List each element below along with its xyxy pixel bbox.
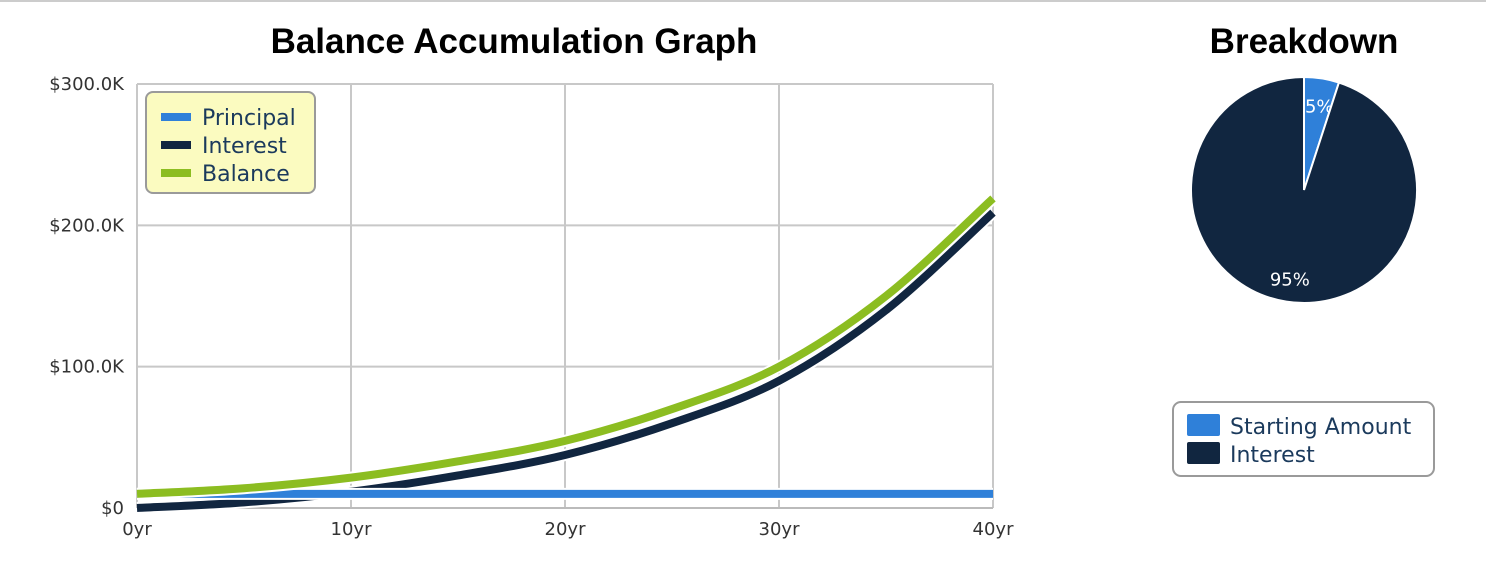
pie-chart-title: Breakdown (1209, 22, 1399, 61)
x-tick-label: 40yr (973, 519, 1015, 540)
pie-chart: 5% 95% (1190, 75, 1418, 304)
y-tick-label: $0 (101, 498, 124, 519)
y-tick-label: $200.0K (49, 215, 125, 236)
series-lines (136, 194, 998, 514)
x-tick-label: 0yr (122, 519, 152, 540)
line-legend[interactable]: Principal Interest Balance (145, 91, 316, 194)
pie-slice-interest[interactable] (1190, 75, 1418, 304)
x-axis-ticks: 0yr 10yr 20yr 30yr 40yr (122, 519, 1014, 540)
x-tick-label: 20yr (545, 519, 587, 540)
pie-label-starting-amount: 5% (1305, 96, 1334, 117)
line-chart-title: Balance Accumulation Graph (270, 22, 758, 61)
pie-legend[interactable]: Starting Amount Interest (1172, 401, 1435, 477)
pie-legend-label-starting-amount[interactable]: Starting Amount (1230, 415, 1412, 440)
y-tick-label: $100.0K (49, 357, 125, 378)
pie-legend-swatch-starting-amount (1187, 414, 1220, 436)
y-axis-ticks: $0 $100.0K $200.0K $300.0K (49, 74, 125, 519)
grid-lines (136, 83, 994, 509)
legend-label-balance[interactable]: Balance (202, 162, 290, 187)
legend-swatch-interest (161, 141, 191, 149)
legend-label-interest[interactable]: Interest (202, 134, 287, 159)
top-divider (0, 0, 1486, 2)
pie-legend-box (1172, 401, 1435, 477)
pie-label-interest: 95% (1270, 269, 1310, 290)
legend-swatch-principal (161, 113, 191, 121)
y-tick-label: $300.0K (49, 74, 125, 95)
legend-label-principal[interactable]: Principal (202, 106, 296, 131)
pie-legend-label-interest[interactable]: Interest (1230, 443, 1315, 468)
legend-swatch-balance (161, 169, 191, 177)
x-tick-label: 30yr (759, 519, 801, 540)
x-tick-label: 10yr (331, 519, 373, 540)
balance-line (136, 195, 996, 498)
pie-legend-swatch-interest (1187, 442, 1220, 464)
